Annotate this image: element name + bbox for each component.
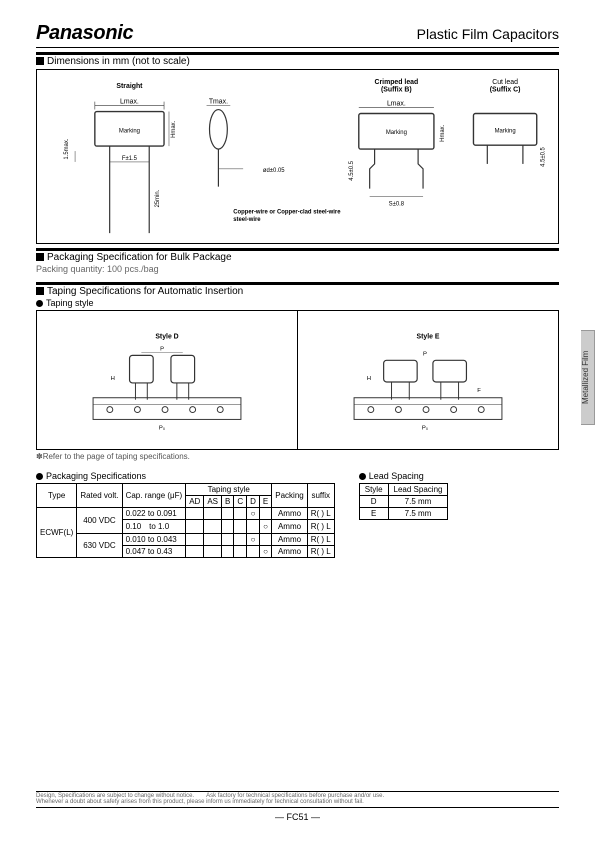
svg-text:4.5±0.5: 4.5±0.5 [541,146,547,166]
page: Panasonic Plastic Film Capacitors Dimens… [0,0,595,558]
bulk-title: Packaging Specification for Bulk Package [36,252,559,263]
pack-spec-block: Packaging Specifications Type Rated volt… [36,471,335,558]
svg-text:Hmax.: Hmax. [171,120,177,137]
svg-text:25min.: 25min. [155,189,161,207]
table-row: 630 VDC 0.010 to 0.043 ○ AmmoR( ) L [37,534,335,546]
taping-style-d: Style D P H P₀ [37,311,298,449]
svg-text:Style E: Style E [417,334,440,341]
svg-text:P₀: P₀ [159,425,166,431]
svg-text:P: P [160,346,164,352]
header: Panasonic Plastic Film Capacitors [36,22,559,48]
taping-section [36,282,559,285]
brand-logo: Panasonic [36,22,133,45]
svg-text:(Suffix B): (Suffix B) [381,87,412,94]
svg-text:1.5max.: 1.5max. [64,138,70,159]
bulk-section [36,248,559,251]
taping-style-e: Style E P F H P₀ [298,311,558,449]
lead-spacing-table: StyleLead Spacing D7.5 mm E7.5 mm [359,483,449,520]
taping-title: Taping Specifications for Automatic Inse… [36,286,559,297]
svg-text:Hmax.: Hmax. [440,124,446,141]
side-tab: Metallized Film [581,330,595,425]
svg-text:P₀: P₀ [422,425,429,431]
svg-text:(Suffix C): (Suffix C) [490,87,521,94]
table-row: E7.5 mm [359,508,448,520]
doc-title: Plastic Film Capacitors [417,26,559,42]
svg-text:Style D: Style D [155,334,178,341]
svg-text:S±0.8: S±0.8 [389,201,405,207]
svg-text:Marking: Marking [386,130,407,136]
taping-figure: Style D P H P₀ Style E [36,310,559,450]
dimensions-figure: Straight Lmax. Marking F±1.5 1.5max. Hma… [36,69,559,244]
pack-spec-title: Packaging Specifications [36,471,335,481]
taping-ref-note: ✽Refer to the page of taping specificati… [36,452,559,461]
svg-text:Marking: Marking [495,128,516,134]
svg-text:Cut lead: Cut lead [492,79,518,86]
table-row: D7.5 mm [359,496,448,508]
lead-spacing-block: Lead Spacing StyleLead Spacing D7.5 mm E… [359,471,449,520]
footer-disclaimer: Design, Specifications are subject to ch… [36,791,559,808]
straight-label: Straight [116,83,143,90]
page-number: — FC51 — [36,812,559,822]
taping-style-sub: Taping style [36,298,559,308]
lead-spacing-title: Lead Spacing [359,471,449,481]
svg-text:Marking: Marking [119,128,140,134]
footer: Design, Specifications are subject to ch… [36,791,559,822]
dimensions-title: Dimensions in mm (not to scale) [36,56,559,67]
bulk-note: Packing quantity: 100 pcs./bag [36,264,559,274]
svg-text:Crimped lead: Crimped lead [374,79,418,86]
svg-text:Copper-wire or Copper-clad ste: Copper-wire or Copper-clad steel-wire [233,209,341,215]
svg-text:F: F [477,388,481,394]
svg-text:Tmax.: Tmax. [209,99,228,106]
svg-text:ød±0.05: ød±0.05 [263,168,285,174]
svg-text:Lmax.: Lmax. [120,99,139,106]
svg-text:Lmax.: Lmax. [387,101,406,108]
svg-text:P: P [423,351,427,357]
svg-text:H: H [111,376,115,382]
table-row: ECWF(L) 400 VDC 0.022 to 0.091 ○ AmmoR( … [37,508,335,520]
svg-text:4.5±0.5: 4.5±0.5 [349,160,355,180]
svg-text:steel-wire: steel-wire [233,217,261,223]
pack-spec-table: Type Rated volt. Cap. range (μF) Taping … [36,483,335,558]
dimensions-section [36,52,559,55]
svg-text:H: H [367,376,371,382]
svg-text:F±1.5: F±1.5 [122,156,138,162]
